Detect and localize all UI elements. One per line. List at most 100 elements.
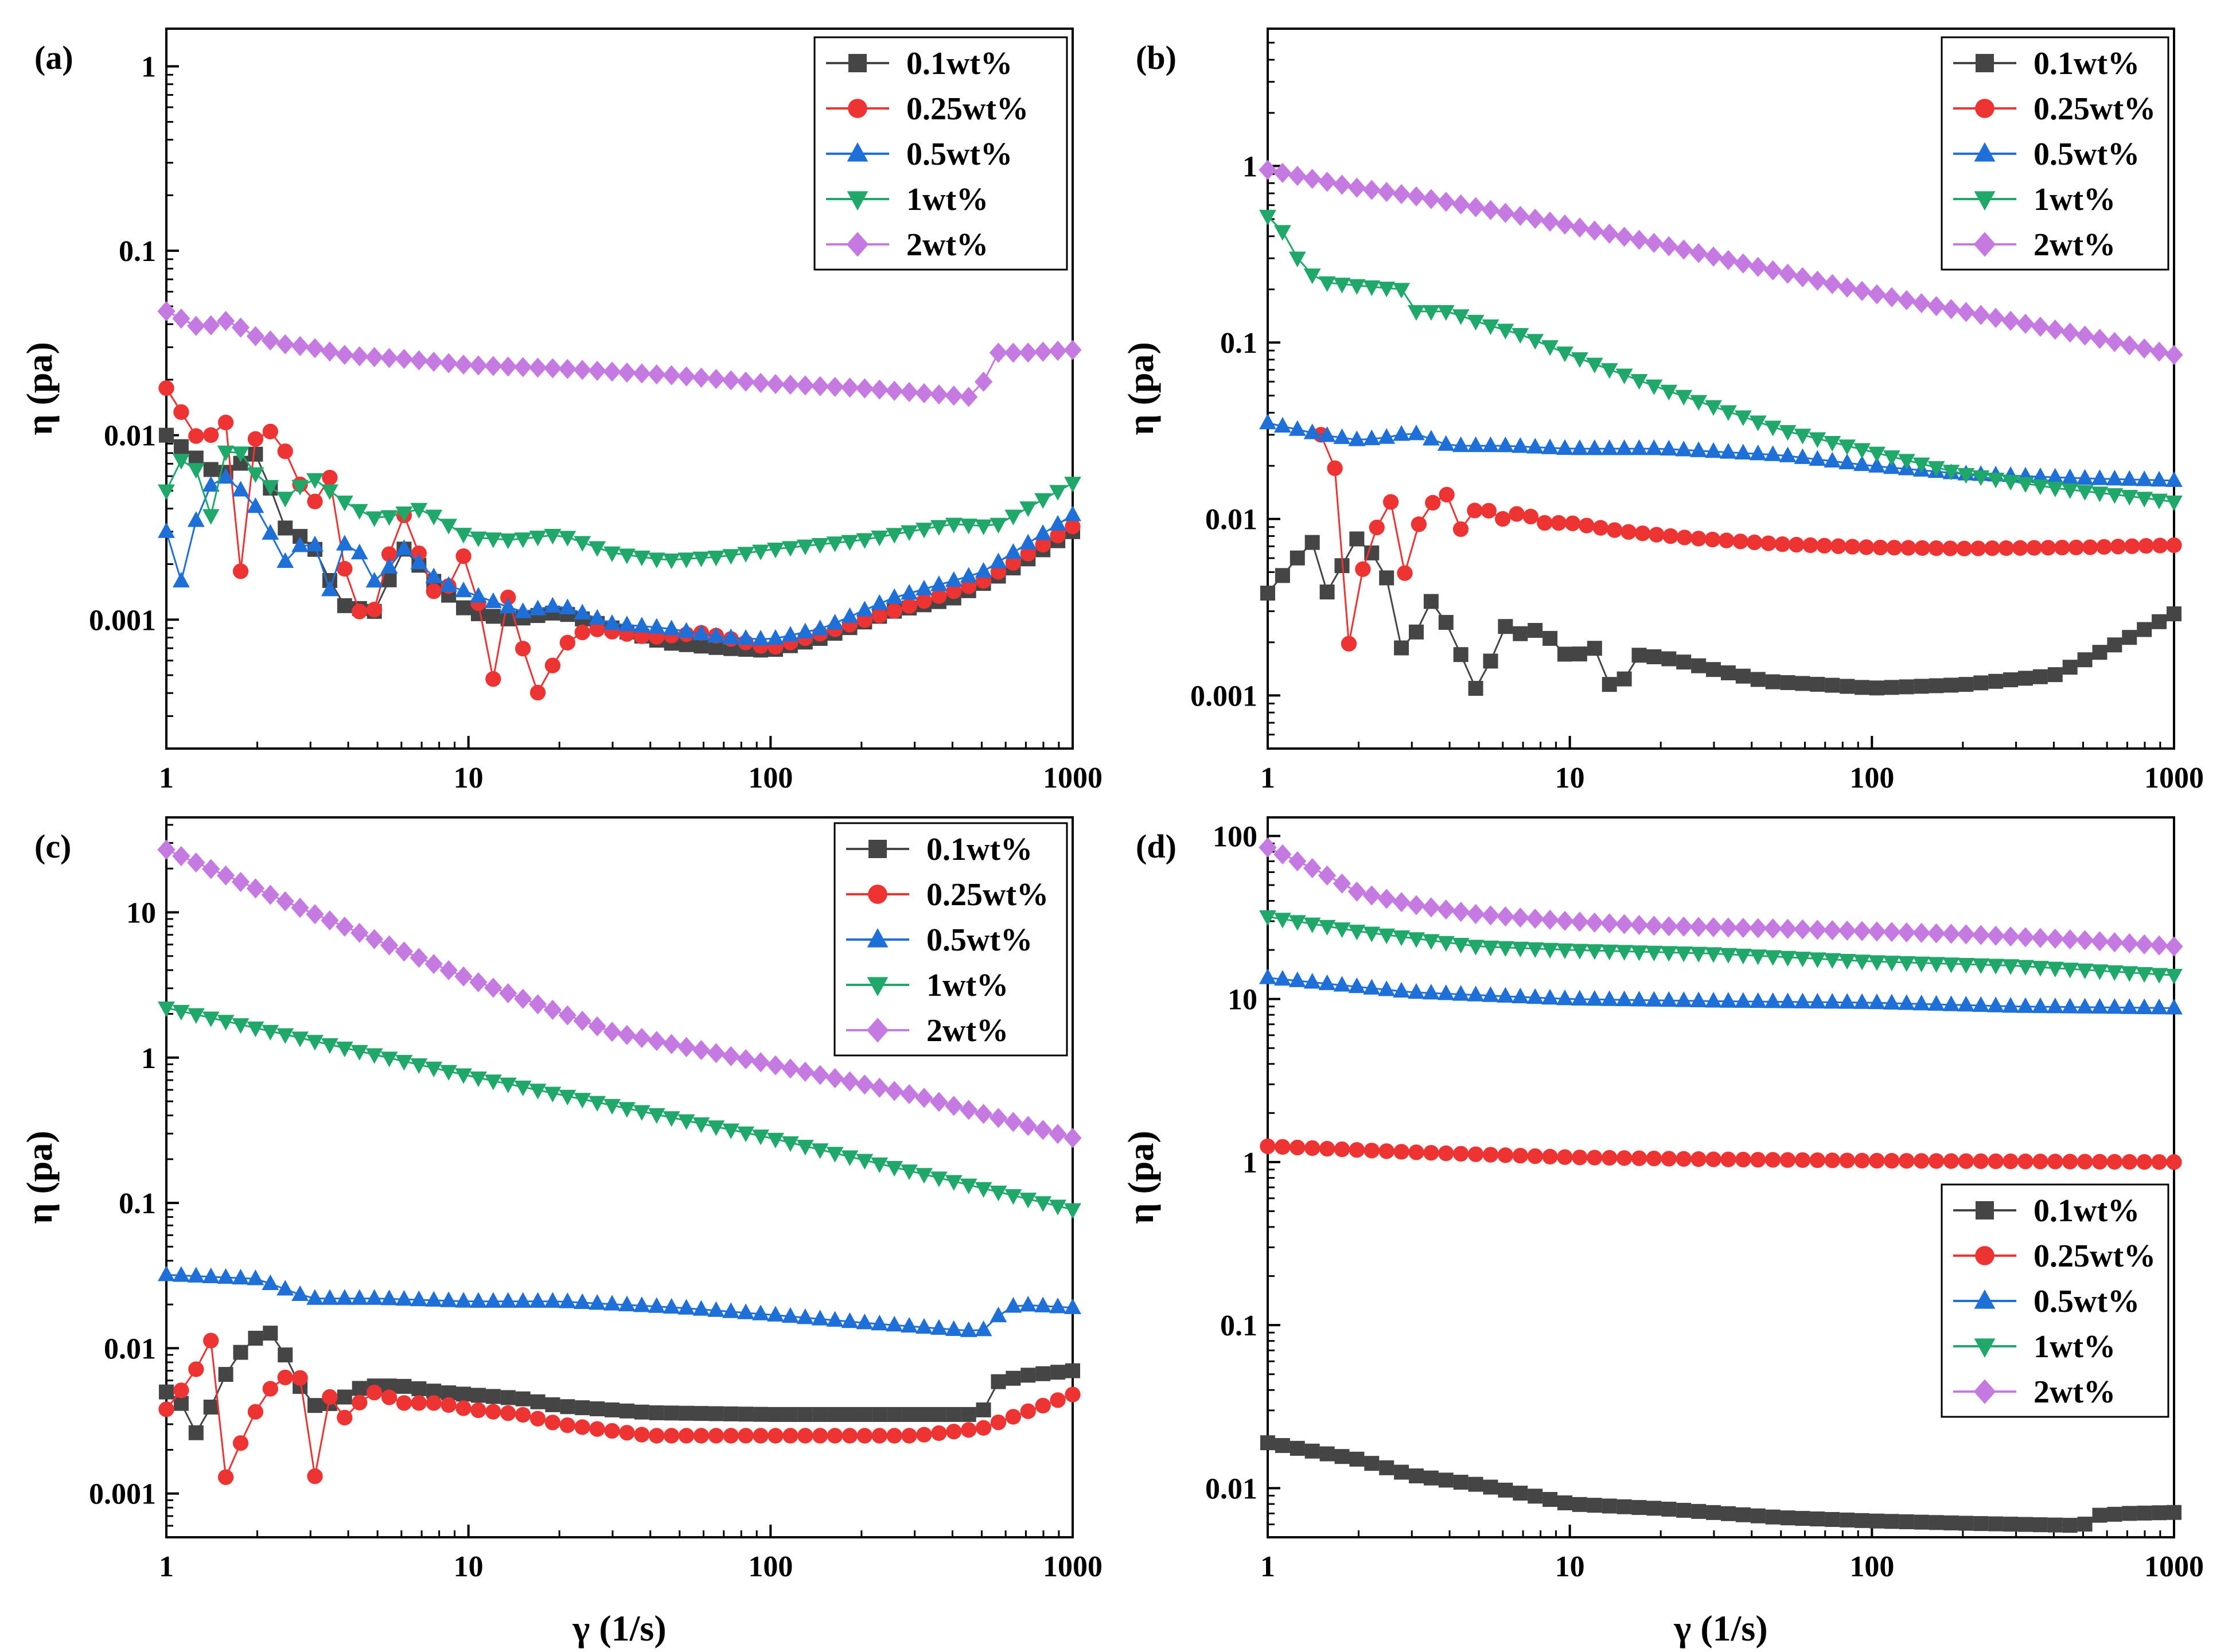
data-point bbox=[796, 1061, 815, 1082]
data-point bbox=[1498, 619, 1513, 634]
data-point bbox=[990, 1306, 1007, 1323]
data-point bbox=[262, 1381, 278, 1397]
data-point bbox=[1645, 232, 1664, 254]
data-point bbox=[1333, 278, 1351, 294]
data-point bbox=[1749, 256, 1767, 277]
data-point bbox=[752, 629, 770, 646]
data-point bbox=[1438, 615, 1454, 630]
data-point bbox=[916, 523, 933, 539]
data-point bbox=[1467, 436, 1485, 453]
data-point bbox=[1564, 515, 1581, 532]
x-tick-label: 1000 bbox=[1043, 1550, 1103, 1583]
data-point bbox=[2165, 969, 2183, 985]
data-point bbox=[350, 1289, 368, 1305]
data-point bbox=[1973, 1153, 1989, 1169]
data-point bbox=[1551, 515, 1567, 531]
data-point bbox=[1004, 1112, 1022, 1132]
data-point bbox=[1408, 932, 1425, 948]
data-point bbox=[1422, 984, 1440, 1000]
data-point bbox=[1660, 946, 1678, 962]
data-point bbox=[246, 878, 265, 899]
data-point bbox=[588, 1016, 606, 1037]
data-point bbox=[1585, 220, 1604, 241]
data-point bbox=[1662, 528, 1678, 544]
data-point bbox=[306, 338, 324, 359]
data-point bbox=[960, 519, 977, 535]
data-point bbox=[649, 1428, 665, 1444]
data-point bbox=[2031, 467, 2049, 484]
data-point bbox=[871, 1314, 889, 1331]
data-point bbox=[336, 1041, 353, 1058]
data-point bbox=[2031, 317, 2050, 337]
data-point bbox=[1689, 917, 1708, 937]
data-point bbox=[202, 1267, 220, 1283]
data-point bbox=[1912, 995, 1930, 1011]
legend-marker bbox=[847, 142, 868, 162]
data-point bbox=[1927, 995, 1945, 1011]
data-point bbox=[723, 1406, 739, 1421]
data-point bbox=[1988, 673, 2004, 689]
data-point bbox=[1645, 991, 1663, 1007]
data-point bbox=[1868, 446, 1886, 463]
data-point bbox=[1511, 328, 1529, 344]
data-point bbox=[2091, 964, 2109, 980]
x-tick-label: 100 bbox=[748, 762, 793, 794]
data-point bbox=[1734, 948, 1752, 965]
data-point bbox=[247, 1021, 264, 1038]
data-point bbox=[1706, 1505, 1721, 1520]
data-point bbox=[248, 1330, 263, 1346]
data-point bbox=[380, 558, 398, 574]
data-point bbox=[2031, 961, 2049, 977]
data-point bbox=[946, 583, 962, 599]
data-point bbox=[648, 552, 665, 568]
data-point bbox=[2017, 997, 2034, 1013]
data-point bbox=[262, 1024, 279, 1041]
data-point bbox=[202, 476, 220, 492]
data-point bbox=[500, 1390, 516, 1405]
data-point bbox=[1883, 993, 1900, 1010]
data-point bbox=[1720, 1506, 1736, 1521]
data-point bbox=[499, 1077, 517, 1093]
data-point bbox=[1779, 992, 1797, 1008]
data-point bbox=[737, 629, 755, 645]
data-point bbox=[1437, 192, 1455, 212]
data-point bbox=[975, 1420, 992, 1436]
data-point bbox=[1065, 1386, 1081, 1402]
data-point bbox=[1690, 531, 1707, 547]
data-point bbox=[1972, 996, 1990, 1012]
data-point bbox=[558, 359, 576, 379]
data-point bbox=[1645, 915, 1664, 936]
data-point bbox=[1526, 908, 1544, 929]
data-point bbox=[1809, 1152, 1826, 1168]
data-point bbox=[885, 1081, 903, 1101]
data-point bbox=[694, 1406, 709, 1421]
data-point bbox=[768, 1428, 784, 1444]
data-point bbox=[1497, 437, 1514, 453]
data-point bbox=[1957, 924, 1975, 945]
data-point bbox=[1004, 342, 1022, 363]
data-point bbox=[1422, 305, 1440, 321]
data-point bbox=[1765, 1152, 1781, 1168]
data-point bbox=[1912, 956, 1930, 972]
data-point bbox=[1986, 307, 2005, 328]
data-point bbox=[1541, 340, 1559, 356]
data-point bbox=[1571, 352, 1588, 368]
data-point bbox=[1630, 229, 1649, 250]
data-point bbox=[1005, 1409, 1022, 1425]
data-point bbox=[558, 1005, 576, 1026]
data-point bbox=[782, 1428, 798, 1444]
data-point bbox=[1452, 902, 1470, 922]
data-point bbox=[202, 1011, 220, 1027]
data-point bbox=[603, 1098, 621, 1115]
data-point bbox=[1972, 958, 1990, 975]
data-point bbox=[1439, 486, 1455, 503]
data-point bbox=[1034, 341, 1052, 362]
data-point bbox=[619, 1425, 635, 1441]
series-line bbox=[165, 476, 1073, 640]
data-point bbox=[499, 1292, 517, 1308]
data-point bbox=[559, 598, 576, 614]
data-point bbox=[1275, 1438, 1290, 1454]
data-point bbox=[1987, 472, 2005, 489]
data-point bbox=[574, 603, 591, 620]
data-point bbox=[1750, 672, 1766, 687]
